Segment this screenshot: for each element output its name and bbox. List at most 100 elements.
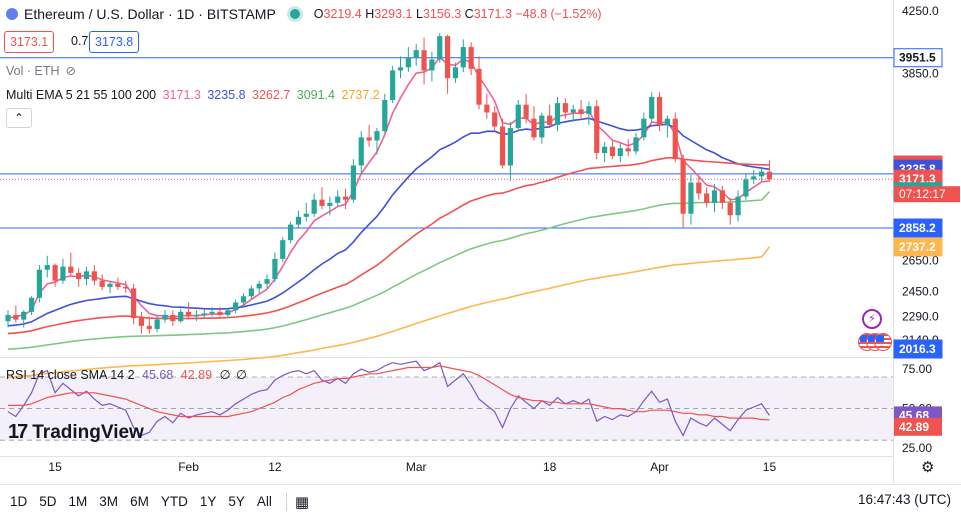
ema-line-ema200 [7,246,771,378]
candle [60,266,66,281]
timeframe-1d[interactable]: 1D [10,494,28,509]
candle [256,283,262,289]
price-tick-label: 3850.0 [902,67,939,81]
price-axis-label-text: 2858.2 [899,221,936,235]
candle [264,279,270,284]
candle [123,286,129,289]
price-tick-label: 2450.0 [902,285,939,299]
timeframe-all[interactable]: All [256,494,272,509]
utc-clock[interactable]: 16:47:43 (UTC) [857,492,951,507]
ema55-value: 3262.7 [252,88,291,102]
ema-legend[interactable]: Multi EMA 5 21 55 100 200 3171.3 3235.8 … [6,88,383,102]
rsi-tick-label: 75.00 [902,362,932,376]
symbol-title[interactable]: Ethereum / U.S. Dollar · 1D · BITSTAMP [24,6,276,22]
candle [193,314,199,317]
candle [405,57,411,68]
candle [91,271,97,281]
candle [5,314,11,322]
candle [201,313,207,315]
price-tick-label: 2650.0 [902,253,939,267]
candle [225,310,231,315]
toolbar-divider [285,492,287,511]
us-flag-icon[interactable] [874,333,892,351]
volume-legend[interactable]: Vol · ETH ⊘ [6,63,76,79]
rsi-sma-line [8,365,770,421]
open-value: 3219.4 [323,7,362,21]
price-tick-label: 2290.0 [902,310,939,324]
candle [209,311,215,314]
ohlc-values: O3219.4 H3293.1 L3156.3 C3171.3 −48.8 (−… [313,7,602,21]
time-tick-label: Apr [650,460,669,474]
timeframe-5d[interactable]: 5D [39,494,57,509]
candle [547,115,553,125]
candle [21,311,27,320]
candle [476,68,482,105]
eye-crossed-icon[interactable]: ⊘ [65,64,76,78]
candle [492,112,498,127]
candle [295,216,302,225]
countdown-text: 07:12:17 [899,187,946,201]
candle [484,104,490,113]
timeframe-5y[interactable]: 5Y [228,494,245,509]
chart-canvas[interactable]: 4250.03850.03205.92650.02450.02290.02140… [0,0,961,484]
time-tick-label: 18 [543,460,557,474]
timeframe-6m[interactable]: 6M [130,494,149,509]
rsi-legend[interactable]: RSI 14 close SMA 14 2 45.68 42.89 ∅ ∅ [6,367,247,382]
lightning-icon[interactable]: ⚡ [862,309,882,329]
symbol-legend: Ethereum / U.S. Dollar · 1D · BITSTAMP O… [6,6,602,22]
timeframe-ytd[interactable]: YTD [160,494,188,509]
candle [178,311,184,322]
candle [711,190,718,203]
candle [170,314,176,322]
rsi-line [7,360,770,437]
time-tick-label: Feb [178,460,199,474]
sell-button[interactable]: 3173.1 [4,31,55,53]
candle [335,196,341,203]
ema200-value: 2737.2 [341,88,380,102]
ema-label: Multi EMA 5 21 55 100 200 [6,88,157,102]
timeframe-3m[interactable]: 3M [99,494,119,509]
candle [586,106,592,115]
rsi-label: RSI 14 close SMA 14 2 [6,368,135,382]
market-status-icon [289,9,300,19]
candle [68,266,74,273]
candle [138,318,145,326]
candle [539,115,545,138]
buy-button[interactable]: 3173.8 [89,31,140,53]
ema-line-ema21 [7,117,770,327]
candle [374,131,380,141]
ema5-value: 3171.3 [162,88,201,102]
calendar-range-icon[interactable]: ▦ [294,493,310,511]
candle [421,50,427,71]
settings-gear-icon[interactable]: ⚙ [921,459,935,476]
price-axis-label-text: 2016.3 [899,342,936,356]
candle [413,50,419,58]
candle [358,137,364,166]
candle [531,118,537,138]
close-value: 3171.3 [473,7,512,21]
candle [185,311,192,317]
candle [303,213,309,217]
candle [688,182,694,214]
candle [311,199,317,214]
candle [429,59,435,71]
candle [44,265,50,270]
candle [727,202,733,216]
candle [36,269,42,298]
candle [397,67,404,71]
time-tick-label: 15 [763,460,777,474]
candle [146,325,152,329]
rsi-extra-1: ∅ [219,368,231,382]
high-value: 3293.1 [374,7,413,21]
rsi-extra-2: ∅ [235,368,247,382]
candle [649,96,655,119]
candle [554,103,561,125]
candle [594,106,600,153]
rsi-sma-axis-label-text: 42.89 [899,420,929,434]
bottom-toolbar: 1D 5D 1M 3M 6M YTD 1Y 5Y All ▦ [0,484,961,518]
timeframe-1m[interactable]: 1M [68,494,88,509]
ema21-value: 3235.8 [207,88,246,102]
candle [578,109,584,115]
collapse-legend-button[interactable]: ⌃ [6,108,32,128]
timeframe-1y[interactable]: 1Y [199,494,217,509]
